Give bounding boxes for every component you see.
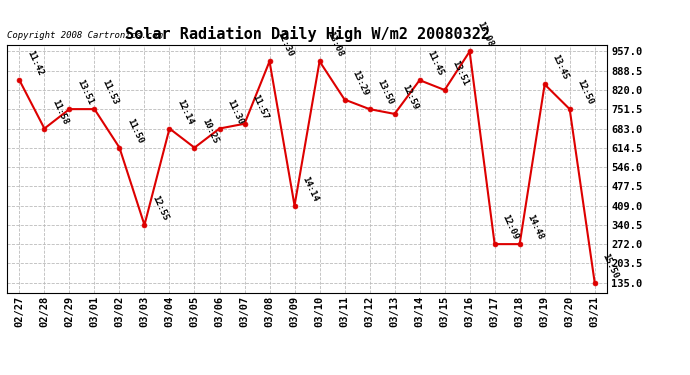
Text: 13:50: 13:50 <box>375 78 395 106</box>
Text: 13:08: 13:08 <box>325 30 344 58</box>
Text: 10:25: 10:25 <box>200 117 219 145</box>
Text: 12:50: 12:50 <box>575 78 595 106</box>
Text: 11:58: 11:58 <box>50 98 70 126</box>
Text: 11:45: 11:45 <box>425 49 444 77</box>
Text: 12:09: 12:09 <box>500 213 520 242</box>
Text: 12:30: 12:30 <box>275 30 295 58</box>
Text: 13:51: 13:51 <box>75 78 95 106</box>
Text: 12:14: 12:14 <box>175 98 195 126</box>
Text: 13:51: 13:51 <box>450 59 470 87</box>
Text: 13:45: 13:45 <box>550 53 570 82</box>
Text: 11:50: 11:50 <box>125 117 144 145</box>
Text: 14:48: 14:48 <box>525 213 544 242</box>
Title: Solar Radiation Daily High W/m2 20080322: Solar Radiation Daily High W/m2 20080322 <box>125 27 489 42</box>
Text: 13:08: 13:08 <box>475 21 495 49</box>
Text: 11:57: 11:57 <box>250 93 270 121</box>
Text: 12:59: 12:59 <box>400 83 420 111</box>
Text: 12:55: 12:55 <box>150 194 170 222</box>
Text: Copyright 2008 Cartronics.com: Copyright 2008 Cartronics.com <box>7 31 163 40</box>
Text: 11:53: 11:53 <box>100 78 119 106</box>
Text: 11:42: 11:42 <box>25 49 44 77</box>
Text: 14:14: 14:14 <box>300 175 319 203</box>
Text: 13:29: 13:29 <box>350 69 370 97</box>
Text: 11:30: 11:30 <box>225 98 244 126</box>
Text: 15:50: 15:50 <box>600 252 620 280</box>
